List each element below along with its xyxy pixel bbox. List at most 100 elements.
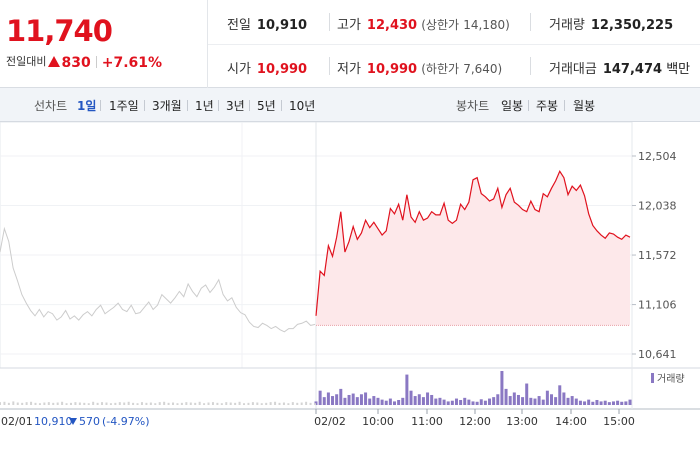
volume-bar bbox=[603, 400, 607, 405]
tab-3-years[interactable]: 3년 bbox=[226, 99, 245, 113]
prev-day-price-line bbox=[0, 226, 316, 333]
volume-bar bbox=[578, 400, 582, 405]
volume-bar bbox=[376, 397, 380, 405]
volume-bar bbox=[351, 393, 355, 405]
volume-bar bbox=[384, 400, 388, 405]
volume-bar bbox=[492, 397, 496, 405]
divider bbox=[329, 57, 330, 75]
tab-1-week[interactable]: 1주일 bbox=[109, 99, 139, 113]
volume-bar bbox=[599, 401, 603, 405]
volume-bar bbox=[616, 400, 620, 405]
lower-limit-value: 7,640) bbox=[463, 62, 503, 76]
high-price: 고가 12,430 (상한가 14,180) bbox=[337, 14, 510, 33]
volume-bar bbox=[607, 402, 611, 405]
prev-close-value: 10,910 bbox=[256, 18, 308, 33]
volume-bar bbox=[558, 385, 562, 405]
prev-volume-bar bbox=[127, 401, 130, 405]
tab-weekly-candle[interactable]: 주봉 bbox=[536, 99, 559, 113]
y-tick-label: 10,641 bbox=[638, 348, 677, 361]
prev-volume-bar bbox=[287, 403, 290, 405]
prev-volume-bar bbox=[220, 403, 223, 405]
volume-bar bbox=[512, 392, 516, 405]
prev-volume-bar bbox=[69, 402, 72, 405]
volume-bar bbox=[314, 401, 318, 405]
prev-volume-bar bbox=[278, 402, 281, 405]
x-tick-label: 11:00 bbox=[411, 415, 443, 428]
divider bbox=[564, 100, 565, 111]
prev-volume-bar bbox=[265, 402, 268, 405]
volume-bar bbox=[405, 374, 409, 405]
prev-day-change: 570 bbox=[79, 415, 100, 428]
prev-volume-bar bbox=[109, 403, 112, 405]
prev-volume-bar bbox=[21, 402, 24, 405]
volume-bar bbox=[570, 396, 574, 405]
prev-volume-bar bbox=[145, 402, 148, 405]
volume-legend-label: 거래량 bbox=[657, 373, 685, 385]
prev-day-change-percent: (-4.97%) bbox=[102, 415, 150, 428]
trade-value-label: 거래대금 bbox=[549, 62, 597, 77]
current-price: 11,740 bbox=[6, 14, 113, 48]
tab-monthly-candle[interactable]: 월봉 bbox=[573, 99, 596, 113]
tab-daily-candle[interactable]: 일봉 bbox=[501, 99, 524, 113]
prev-volume-bar bbox=[198, 401, 201, 405]
prev-volume-bar bbox=[189, 402, 192, 405]
divider bbox=[187, 100, 188, 111]
prev-volume-bar bbox=[12, 401, 15, 405]
tab-1-day[interactable]: 1일 bbox=[77, 99, 97, 113]
volume-bar bbox=[525, 383, 529, 405]
volume-bar bbox=[479, 399, 483, 405]
change-label: 전일대비 bbox=[6, 55, 47, 68]
divider bbox=[249, 100, 250, 111]
prev-volume-bar bbox=[216, 402, 219, 405]
change-line: 전일대비 830 +7.61% bbox=[6, 53, 162, 71]
today-price-line bbox=[315, 170, 631, 316]
prev-volume-bar bbox=[105, 402, 108, 405]
high-label: 고가 bbox=[337, 18, 361, 33]
prev-volume-bar bbox=[3, 401, 6, 405]
volume-bar bbox=[467, 399, 471, 405]
volume-bar bbox=[318, 390, 322, 405]
volume-bar bbox=[471, 401, 475, 405]
prev-volume-bar bbox=[38, 403, 41, 405]
prev-volume-bar bbox=[25, 402, 28, 405]
divider bbox=[95, 56, 97, 68]
tab-10-years[interactable]: 10년 bbox=[289, 99, 316, 113]
upper-limit-label: (상한가 bbox=[421, 18, 460, 32]
tab-5-years[interactable]: 5년 bbox=[257, 99, 276, 113]
prev-volume-bar bbox=[176, 403, 179, 405]
prev-volume-bar bbox=[158, 402, 161, 405]
volume-bar bbox=[545, 390, 549, 405]
prev-volume-bar bbox=[296, 402, 299, 405]
prev-volume-bar bbox=[140, 402, 143, 405]
tab-1-year[interactable]: 1년 bbox=[195, 99, 214, 113]
low-value: 10,990 bbox=[366, 62, 418, 77]
tab-3-months[interactable]: 3개월 bbox=[152, 99, 182, 113]
volume-bar bbox=[430, 394, 434, 405]
divider bbox=[100, 100, 101, 111]
volume-bar bbox=[368, 398, 372, 405]
volume-bar bbox=[417, 394, 421, 405]
x-tick-label: 12:00 bbox=[459, 415, 491, 428]
trade-value-amount: 147,474 bbox=[602, 62, 663, 77]
volume-bar bbox=[380, 399, 384, 405]
volume-bar bbox=[529, 397, 533, 405]
volume-bar bbox=[550, 394, 553, 405]
volume-bar bbox=[521, 397, 525, 405]
high-value: 12,430 bbox=[366, 18, 418, 33]
trade-value-unit: 백만 bbox=[666, 62, 691, 77]
volume-bar bbox=[583, 401, 587, 405]
y-tick-label: 12,038 bbox=[638, 200, 677, 213]
prev-volume-bar bbox=[238, 401, 241, 405]
volume-bar bbox=[483, 400, 487, 405]
low-label: 저가 bbox=[337, 62, 361, 77]
divider bbox=[208, 44, 700, 45]
volume: 거래량 12,350,225 bbox=[549, 14, 673, 33]
volume-bar bbox=[454, 398, 458, 405]
prev-day-date: 02/01 bbox=[1, 415, 33, 428]
candle-chart-label: 봉차트 bbox=[456, 99, 490, 113]
volume-bar bbox=[628, 399, 632, 405]
up-arrow-icon bbox=[48, 56, 61, 67]
volume-bar bbox=[426, 392, 430, 405]
volume-bar bbox=[339, 388, 343, 405]
divider bbox=[281, 100, 282, 111]
